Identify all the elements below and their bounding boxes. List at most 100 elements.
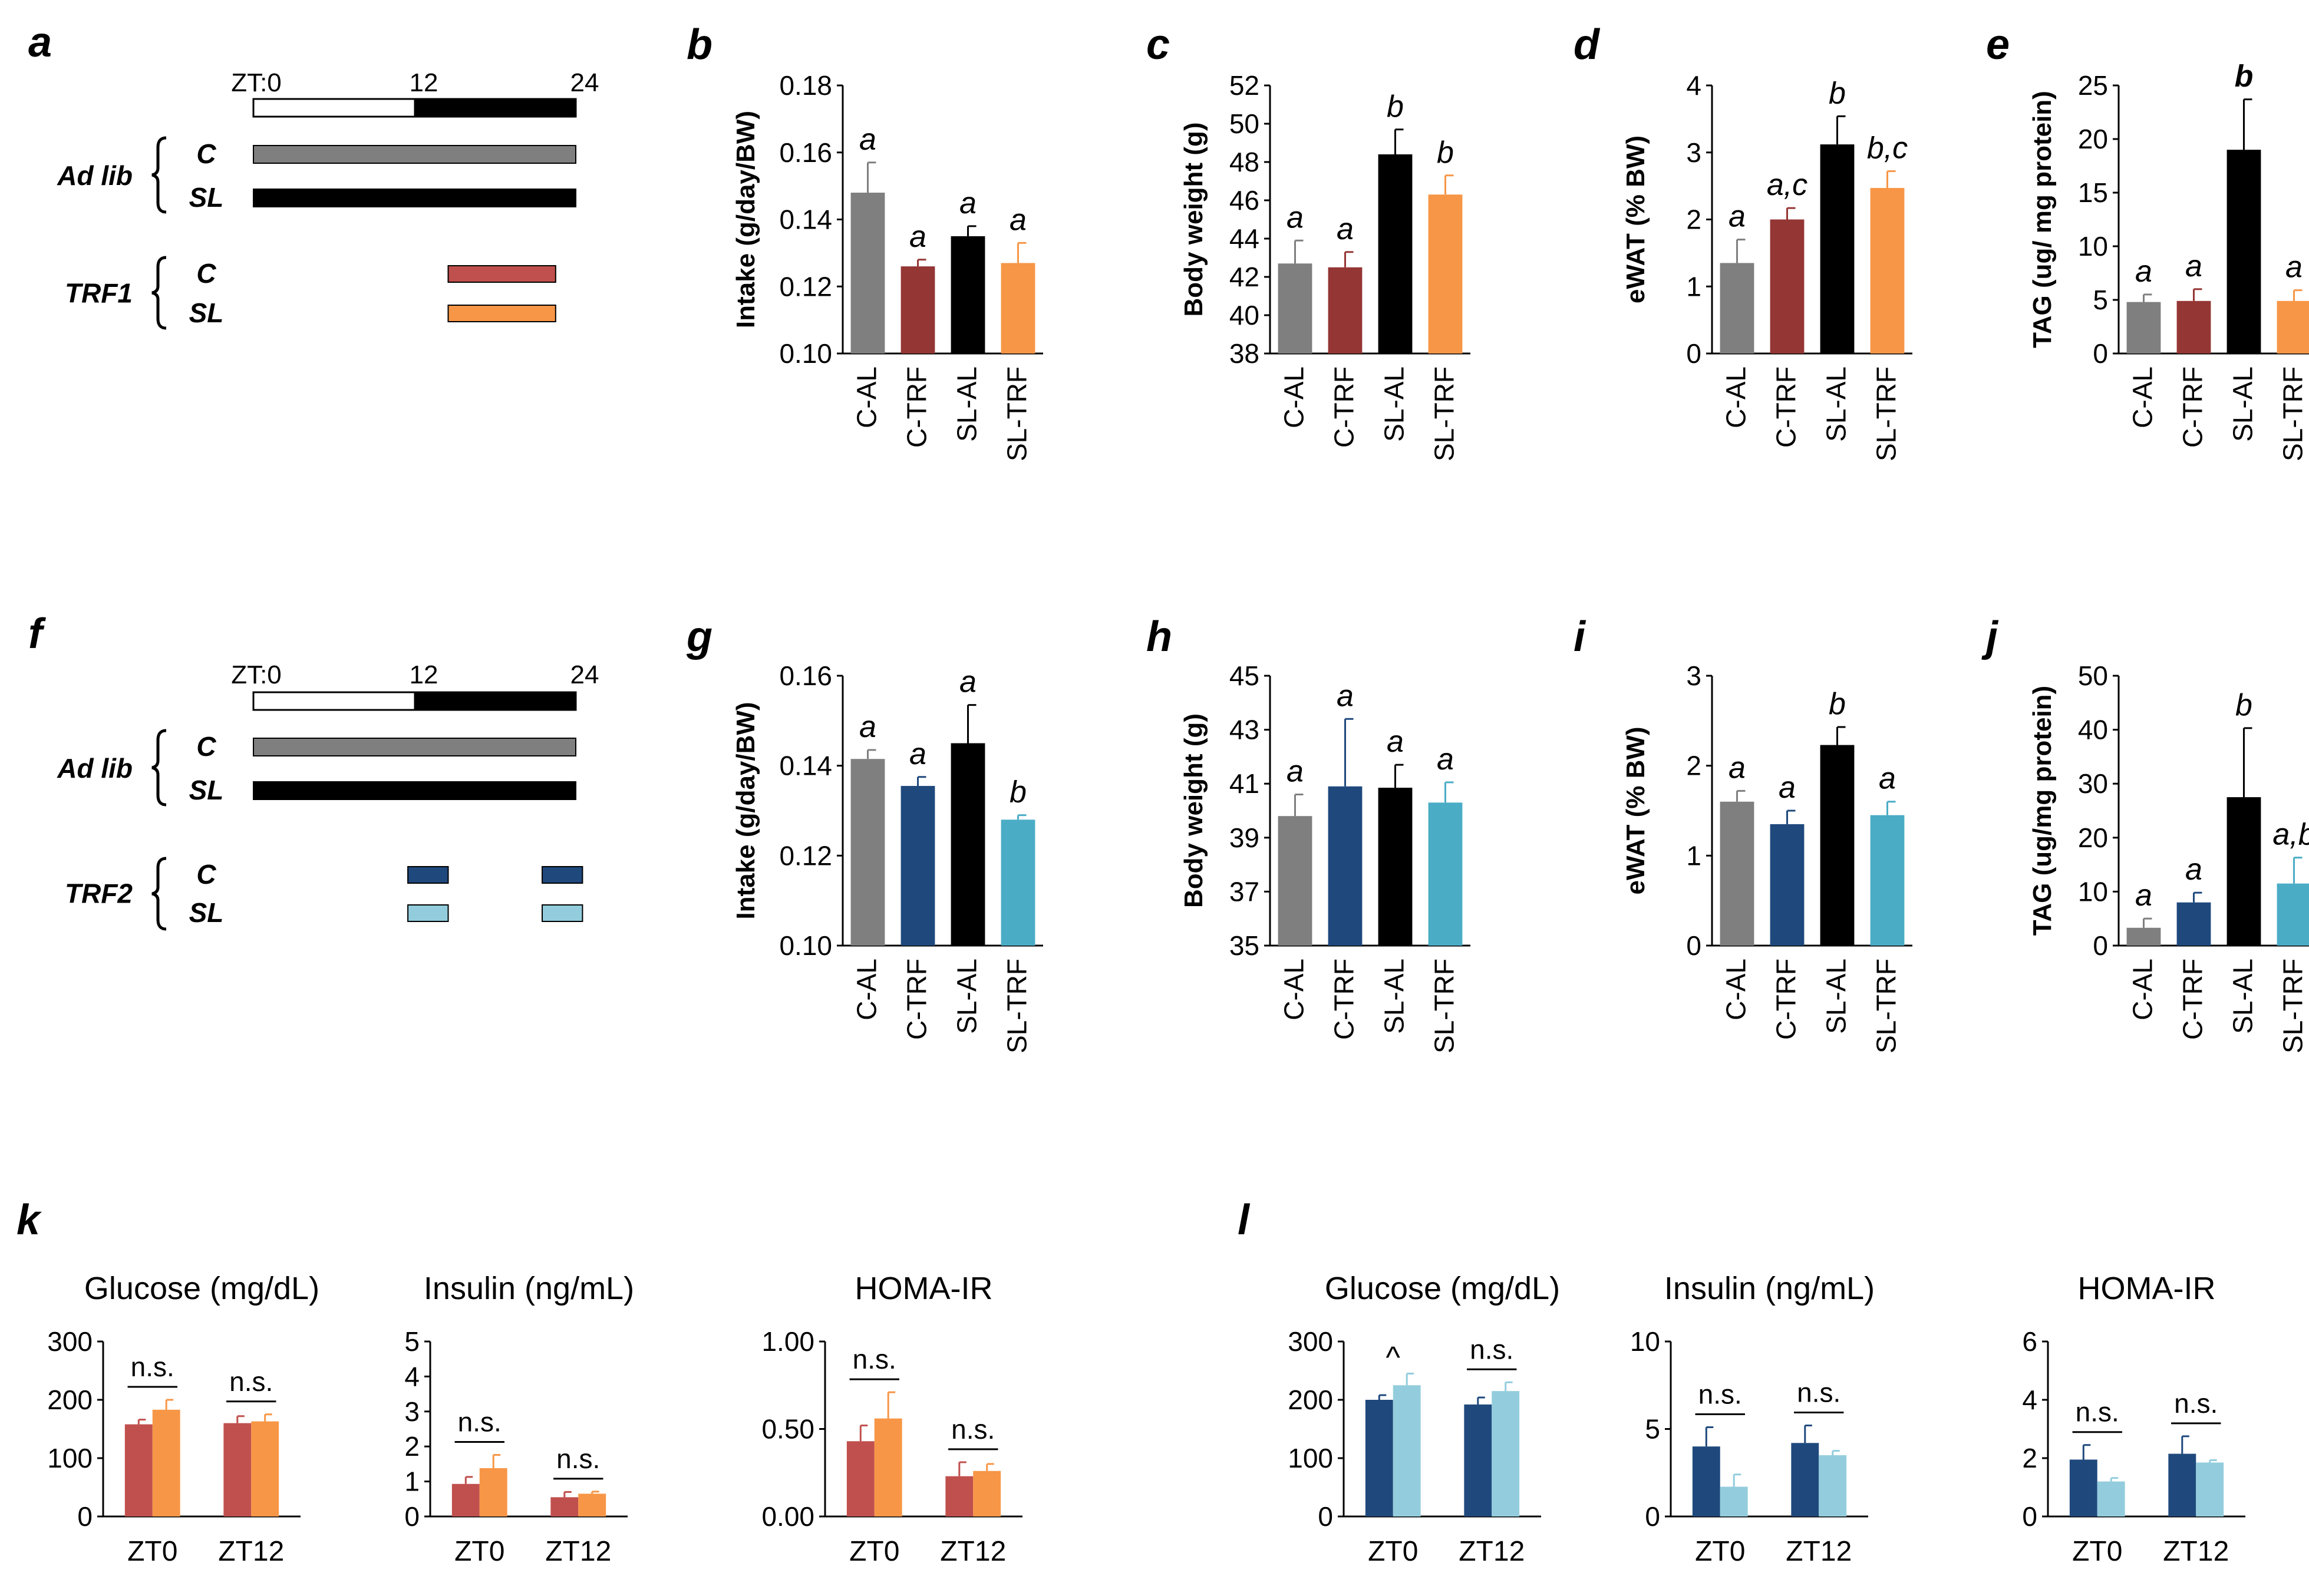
adlib-bracket xyxy=(151,729,167,807)
panel-label-k: k xyxy=(17,1197,42,1244)
y-tick-label: 30 xyxy=(2078,768,2108,799)
significance-letter: a xyxy=(859,710,876,744)
annotation-ns: n.s. xyxy=(1470,1334,1513,1364)
bar-sl-trf xyxy=(1870,188,1905,353)
y-tick-label: 50 xyxy=(2078,660,2108,691)
y-tick-label: 50 xyxy=(1229,108,1259,139)
panel-label-l: l xyxy=(1238,1197,1251,1244)
trf-bracket xyxy=(151,256,167,330)
bar-sl-al xyxy=(1378,788,1413,946)
trf-sl-window-1 xyxy=(542,904,583,922)
adlib-c-label: C xyxy=(196,138,216,169)
subplot-title: Glucose (mg/dL) xyxy=(84,1271,319,1306)
significance-letter: a xyxy=(909,737,926,771)
y-tick-label: 52 xyxy=(1229,70,1259,101)
significance-letter: b xyxy=(1829,687,1846,721)
y-tick-label: 35 xyxy=(1229,930,1259,961)
bar-zt12-series-1 xyxy=(251,1421,279,1516)
trf-c-label: C xyxy=(196,258,216,289)
x-tick-label: SL-TRF xyxy=(1002,366,1033,461)
y-tick-label: 45 xyxy=(1229,660,1259,691)
y-tick-label: 46 xyxy=(1229,185,1259,216)
annotation-ns: n.s. xyxy=(2174,1388,2218,1419)
significance-letter: b xyxy=(2235,688,2252,722)
x-tick-label: ZT12 xyxy=(1459,1536,1525,1567)
bar-c-al xyxy=(850,759,885,946)
y-tick-label: 40 xyxy=(1229,300,1259,331)
bar-zt0-series-1 xyxy=(1393,1385,1421,1516)
x-tick-label: C-AL xyxy=(852,366,882,428)
bar-c-al xyxy=(1278,263,1312,353)
x-tick-label: C-AL xyxy=(2127,366,2158,428)
bar-zt0-series-0 xyxy=(1692,1446,1720,1516)
bar-zt0-series-1 xyxy=(479,1468,507,1516)
y-axis-label: Body weight (g) xyxy=(1179,713,1208,908)
bar-sl-al xyxy=(1820,745,1855,946)
y-tick-label: 0.10 xyxy=(779,930,832,961)
annotation-ns: n.s. xyxy=(458,1406,502,1437)
y-tick-label: 100 xyxy=(47,1443,93,1473)
bar-c-al xyxy=(850,193,885,353)
significance-letter: b xyxy=(1437,136,1454,170)
y-tick-label: 0 xyxy=(2093,930,2108,961)
y-tick-label: 25 xyxy=(2078,70,2108,101)
y-tick-label: 3 xyxy=(1686,137,1701,168)
x-tick-label: SL-AL xyxy=(1821,366,1852,442)
x-tick-label: ZT12 xyxy=(2163,1536,2229,1567)
zt-label-12: 12 xyxy=(410,660,438,689)
x-tick-label: SL-AL xyxy=(1379,959,1410,1034)
y-tick-label: 39 xyxy=(1229,822,1259,853)
y-tick-label: 38 xyxy=(1229,338,1259,369)
zt-label-24: 24 xyxy=(570,68,599,97)
trf-c-window-1 xyxy=(542,866,583,884)
y-tick-label: 6 xyxy=(2022,1326,2037,1357)
bar-zt12-series-0 xyxy=(223,1423,252,1516)
bar-sl-al xyxy=(1820,144,1855,353)
bar-sl-trf xyxy=(2277,883,2309,946)
bar-zt12-series-1 xyxy=(1492,1391,1520,1516)
dark-phase-bar xyxy=(414,98,577,118)
significance-letter: a xyxy=(909,220,926,254)
x-tick-label: SL-AL xyxy=(2228,959,2258,1034)
trf-bracket xyxy=(151,857,167,931)
x-tick-label: ZT12 xyxy=(545,1536,611,1567)
bar-zt0-series-0 xyxy=(124,1424,153,1516)
trf-c-window-0 xyxy=(407,866,449,884)
significance-letter: a xyxy=(1729,751,1746,785)
y-tick-label: 40 xyxy=(2078,715,2108,745)
y-tick-label: 0 xyxy=(404,1501,420,1532)
y-axis-label: eWAT (% BW) xyxy=(1621,136,1650,303)
significance-letter: a xyxy=(959,186,977,220)
subplot-title: Glucose (mg/dL) xyxy=(1325,1271,1560,1306)
bar-zt12-series-1 xyxy=(1819,1455,1847,1516)
adlib-sl-bar xyxy=(253,781,576,800)
panel-label-i: i xyxy=(1574,613,1586,660)
x-tick-label: C-TRF xyxy=(902,366,932,448)
y-tick-label: 3 xyxy=(404,1396,420,1427)
y-tick-label: 100 xyxy=(1288,1443,1333,1473)
panel-label-j: j xyxy=(1981,613,1999,660)
significance-letter: b xyxy=(2235,60,2254,94)
x-tick-label: C-TRF xyxy=(1329,366,1360,448)
annotation-ns: n.s. xyxy=(2076,1397,2119,1428)
y-tick-label: 1 xyxy=(404,1466,420,1497)
x-tick-label: C-AL xyxy=(1279,959,1309,1020)
significance-letter: a xyxy=(1287,200,1304,234)
x-tick-label: C-TRF xyxy=(1329,959,1360,1040)
bar-zt0-series-1 xyxy=(874,1418,902,1516)
bar-c-trf xyxy=(1328,786,1363,946)
subplot-title: Insulin (ng/mL) xyxy=(424,1271,634,1306)
x-tick-label: ZT0 xyxy=(1368,1536,1418,1567)
x-tick-label: SL-AL xyxy=(2228,366,2258,442)
y-tick-label: 3 xyxy=(1686,660,1701,691)
bar-c-trf xyxy=(1770,824,1805,946)
significance-letter: a xyxy=(1337,679,1354,713)
x-tick-label: C-AL xyxy=(2127,959,2158,1020)
x-tick-label: C-AL xyxy=(1721,366,1751,428)
bar-zt0-series-1 xyxy=(2097,1481,2125,1516)
bar-zt12-series-1 xyxy=(973,1471,1001,1516)
significance-letter: a xyxy=(2185,852,2202,887)
trf-label: TRF2 xyxy=(65,878,133,909)
x-tick-label: ZT12 xyxy=(1786,1536,1852,1567)
bar-zt0-series-0 xyxy=(846,1441,875,1516)
